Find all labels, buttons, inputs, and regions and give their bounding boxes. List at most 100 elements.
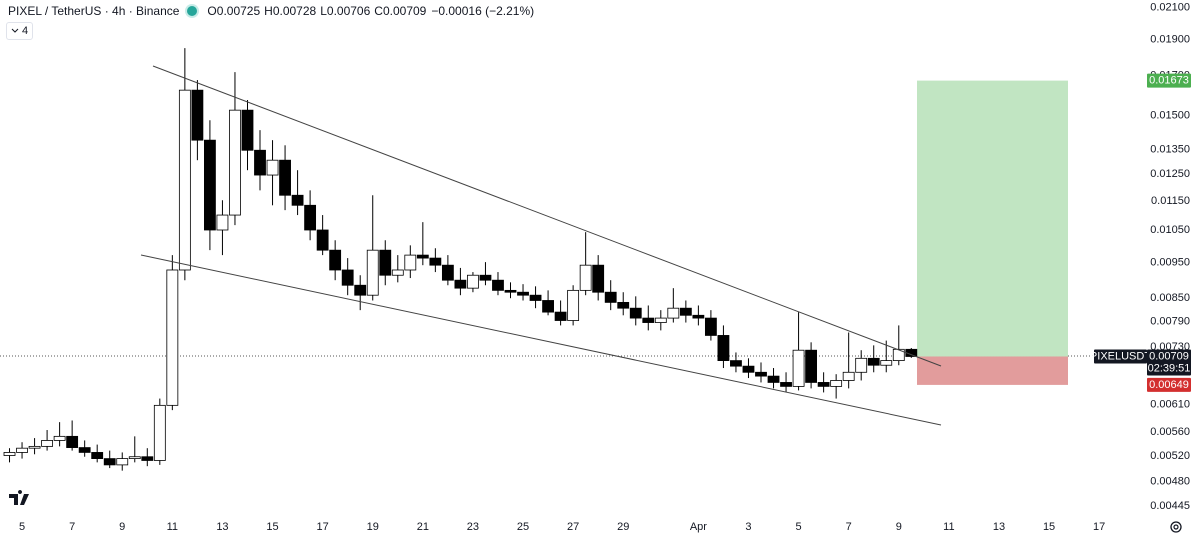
ohlc-value: 0.00706 xyxy=(326,4,371,18)
x-tick-label: 11 xyxy=(943,521,954,533)
target-zone xyxy=(917,80,1068,357)
candles xyxy=(3,48,918,471)
stop-label-bg xyxy=(1147,377,1191,392)
y-tick-label: 0.00520 xyxy=(1150,450,1190,462)
candle-body xyxy=(679,307,692,316)
candle-body xyxy=(667,307,680,319)
candle-body xyxy=(229,109,241,216)
candle-body xyxy=(379,249,392,276)
candle-body xyxy=(454,279,467,289)
indicators-toggle[interactable]: 4 xyxy=(6,22,34,40)
candle-body xyxy=(266,159,279,176)
candle-body xyxy=(742,365,755,373)
ohlc-values: O0.00725 H0.00728 L0.00706 C0.00709 xyxy=(203,4,426,18)
x-tick-label: 19 xyxy=(367,521,379,533)
target-label-bg xyxy=(1147,73,1191,88)
indicator-count: 4 xyxy=(22,25,29,37)
candle-body xyxy=(492,279,504,291)
candle-body xyxy=(128,456,141,460)
candle-body xyxy=(116,458,129,466)
x-tick-label: 15 xyxy=(1043,521,1055,533)
x-tick-label: 9 xyxy=(896,521,902,533)
ohlc-label: C xyxy=(374,4,383,18)
y-tick-label: 0.01350 xyxy=(1150,143,1190,155)
x-tick-label: 17 xyxy=(1093,521,1105,533)
y-tick-label: 0.00445 xyxy=(1150,500,1190,512)
settings-icon[interactable] xyxy=(1170,521,1182,533)
x-tick-label: 29 xyxy=(617,521,629,533)
candle-body xyxy=(441,264,454,281)
candle-body xyxy=(78,447,91,453)
candle-body xyxy=(504,289,517,293)
candle-body xyxy=(629,307,642,319)
candle-body xyxy=(341,269,354,286)
tv-logo xyxy=(9,490,29,505)
candle-body xyxy=(704,317,717,336)
candle-body xyxy=(191,89,204,141)
stop-label: 0.00649 xyxy=(1149,379,1189,391)
candle-body xyxy=(717,335,730,361)
symbol-label-bg xyxy=(1094,349,1147,364)
candle-body xyxy=(354,284,367,296)
y-tick-label: 0.00560 xyxy=(1150,426,1190,438)
candle-body xyxy=(692,314,705,319)
candle-body xyxy=(479,274,492,281)
y-tick-label: 0.01250 xyxy=(1150,168,1190,180)
ohlc-label: L xyxy=(320,4,327,18)
candle-body xyxy=(254,149,266,176)
status-dot xyxy=(187,6,198,16)
y-tick-label: 0.00610 xyxy=(1150,399,1190,411)
symbol-label: PIXELUSDT xyxy=(1090,350,1151,362)
candle-body xyxy=(16,447,28,453)
change: −0.00016 (−2.21%) xyxy=(431,4,535,18)
candle-body xyxy=(792,349,805,387)
candle-body xyxy=(842,371,855,381)
candle-body xyxy=(755,371,767,377)
candle-body xyxy=(28,445,41,449)
x-tick-label: 5 xyxy=(796,521,802,533)
candle-body xyxy=(141,456,154,461)
x-tick-label: 17 xyxy=(317,521,329,533)
y-tick-label: 0.00480 xyxy=(1150,476,1190,488)
candle-body xyxy=(830,380,843,387)
trend-line-lower xyxy=(140,254,942,426)
candle-body xyxy=(579,264,592,291)
candle-body xyxy=(153,404,166,461)
position-tool xyxy=(917,80,1068,385)
candle-body xyxy=(592,264,605,293)
y-tick-label: 0.01050 xyxy=(1150,224,1190,236)
candle-body xyxy=(554,311,567,321)
candle-body xyxy=(880,360,893,366)
candle-body xyxy=(404,254,417,271)
x-tick-label: 21 xyxy=(417,521,429,533)
countdown-label: 02:39:51 xyxy=(1148,362,1191,374)
x-tick-label: 13 xyxy=(993,521,1005,533)
x-tick-label: 11 xyxy=(167,521,178,533)
x-tick-label: 7 xyxy=(846,521,852,533)
candle-body xyxy=(780,382,792,387)
candle-body xyxy=(542,300,554,313)
candle-body xyxy=(316,229,329,251)
x-tick-label: 15 xyxy=(266,521,278,533)
x-tick-label: 9 xyxy=(119,521,125,533)
candle-body xyxy=(892,348,905,361)
candle-body xyxy=(204,139,216,231)
candle-body xyxy=(66,435,79,448)
x-tick-label: 3 xyxy=(745,521,751,533)
x-tick-label: 5 xyxy=(19,521,25,533)
legend-header: PIXEL / TetherUS · 4h · Binance O0.00725… xyxy=(8,4,534,18)
symbol-title: PIXEL / TetherUS · 4h · Binance xyxy=(8,4,180,18)
price-label: 0.00709 xyxy=(1149,350,1189,362)
candle-body xyxy=(304,204,317,231)
y-tick-label: 0.01500 xyxy=(1150,110,1190,122)
x-tick-label: Apr xyxy=(690,521,707,533)
candle-body xyxy=(617,301,630,309)
candle-body xyxy=(604,291,617,303)
x-tick-label: 13 xyxy=(216,521,228,533)
candle-body xyxy=(529,294,542,301)
target-label: 0.01673 xyxy=(1149,75,1189,87)
candle-body xyxy=(291,194,304,206)
y-tick-label: 0.00790 xyxy=(1150,316,1190,328)
